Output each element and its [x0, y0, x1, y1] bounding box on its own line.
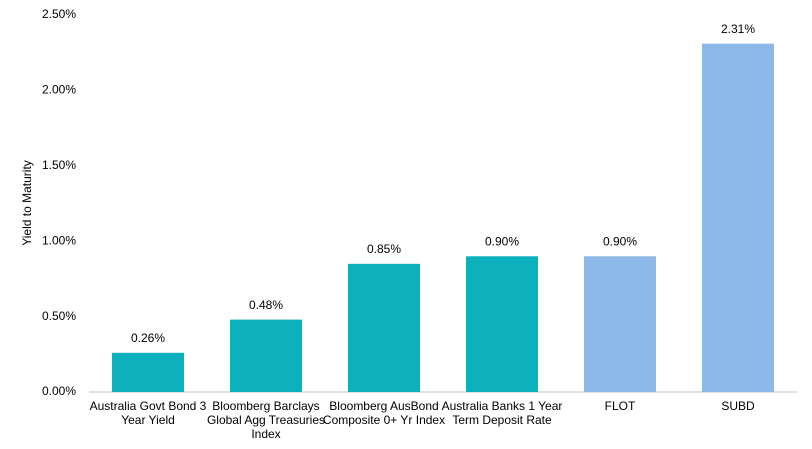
x-tick-label: SUBD: [721, 399, 755, 413]
y-tick-label: 2.50%: [42, 7, 76, 21]
value-label: 0.85%: [367, 242, 401, 256]
value-label: 0.26%: [131, 331, 165, 345]
y-tick-label: 0.00%: [42, 384, 76, 398]
x-tick-label: Bloomberg AusBond Composite 0+ Yr Index: [322, 399, 446, 427]
y-tick-label: 2.00%: [42, 83, 76, 97]
value-label: 0.90%: [603, 234, 637, 248]
bar: [112, 352, 184, 392]
x-tick-label: FLOT: [604, 399, 636, 413]
x-tick-label: Australia Govt Bond 3 Year Yield: [89, 399, 207, 427]
y-tick-label: 0.50%: [42, 309, 76, 323]
bar: [466, 256, 538, 392]
bar: [230, 319, 302, 392]
bar: [348, 263, 420, 392]
y-axis-title: Yield to Maturity: [20, 160, 34, 246]
bar: [584, 256, 656, 392]
value-label: 0.48%: [249, 298, 283, 312]
bar: [702, 43, 774, 392]
y-tick-label: 1.50%: [42, 158, 76, 172]
x-tick-label: Bloomberg Barclays Global Agg Treasuries…: [206, 399, 326, 441]
value-label: 0.90%: [485, 234, 519, 248]
x-tick-label: Australia Banks 1 Year Term Deposit Rate: [441, 399, 563, 427]
value-label: 2.31%: [721, 22, 755, 36]
y-tick-label: 1.00%: [42, 233, 76, 247]
